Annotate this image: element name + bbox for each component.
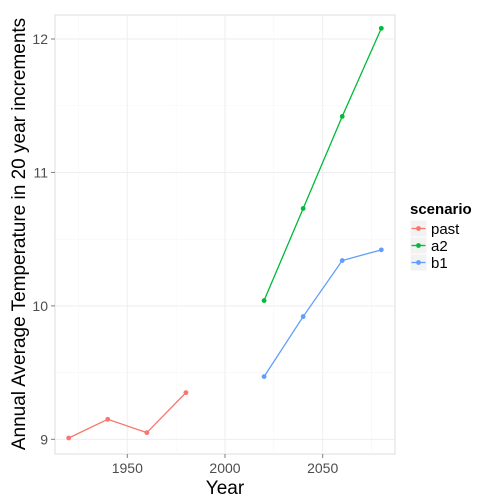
y-axis-ticks: 9 10 11 12 bbox=[32, 31, 55, 447]
legend-key-point bbox=[416, 226, 421, 231]
data-point-b1 bbox=[339, 258, 345, 263]
series-line-b1 bbox=[263, 249, 382, 377]
x-tick-label: 2050 bbox=[307, 460, 338, 476]
legend-item-b1: b1 bbox=[409, 253, 448, 272]
data-point-a2 bbox=[300, 206, 306, 211]
legend-key-point bbox=[416, 260, 421, 265]
series-a2 bbox=[261, 25, 384, 303]
series-past bbox=[66, 390, 189, 441]
y-tick-label: 12 bbox=[32, 31, 48, 47]
legend-label-b1: b1 bbox=[431, 255, 448, 272]
data-point-b1 bbox=[261, 374, 267, 380]
y-tick-label: 9 bbox=[40, 431, 48, 447]
series-line-past bbox=[68, 392, 187, 439]
data-point-b1 bbox=[300, 314, 306, 319]
x-tick-label: 1950 bbox=[112, 460, 143, 476]
data-point-past bbox=[105, 416, 111, 422]
series-b1 bbox=[261, 247, 384, 380]
x-axis-title: Year bbox=[206, 478, 245, 499]
data-point-b1 bbox=[378, 247, 384, 253]
legend-label-a2: a2 bbox=[431, 238, 448, 255]
data-point-a2 bbox=[339, 114, 345, 119]
major-gridlines bbox=[55, 15, 395, 454]
data-point-past bbox=[183, 390, 189, 396]
legend-item-past: past bbox=[409, 219, 460, 238]
legend-title: scenario bbox=[410, 201, 472, 218]
data-point-a2 bbox=[261, 298, 267, 303]
data-point-past bbox=[144, 430, 150, 436]
y-axis-title: Annual Average Temperature in 20 year in… bbox=[9, 18, 30, 450]
legend-item-a2: a2 bbox=[409, 236, 448, 255]
legend-key-point bbox=[416, 243, 421, 248]
x-tick-label: 2000 bbox=[209, 460, 240, 476]
y-tick-label: 10 bbox=[32, 298, 48, 314]
y-tick-label: 11 bbox=[33, 164, 48, 180]
data-point-past bbox=[66, 435, 72, 441]
data-point-a2 bbox=[378, 25, 384, 31]
series-line-a2 bbox=[263, 28, 382, 301]
series-layer bbox=[66, 25, 384, 441]
legend-label-past: past bbox=[431, 221, 460, 238]
x-axis-ticks: 1950 2000 2050 bbox=[112, 454, 338, 476]
